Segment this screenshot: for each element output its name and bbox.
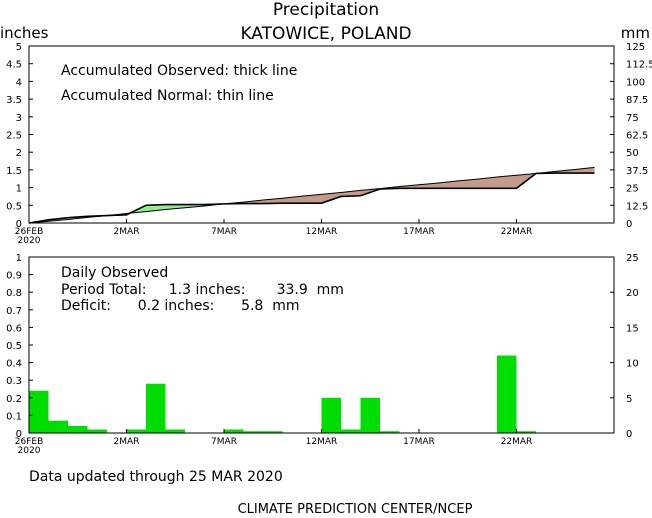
top-y-tick-label-left: 0.5 <box>6 201 22 212</box>
bottom-x-tick-label: 22MAR <box>501 437 533 447</box>
daily-panel: 0 0.1 0.2 0.3 0.4 0.5 0.6 0.7 0.8 0.9 1 0 5 10 15 20 25… <box>6 253 639 456</box>
period-total: Period Total: 1.3 inches: 33.9 mm <box>61 282 344 298</box>
chart-title: Precipitation <box>273 0 379 20</box>
daily-bar <box>516 431 536 433</box>
bottom-y-tick-label-right: 0 <box>626 429 632 440</box>
top-y-tick-label-left: 2.5 <box>6 131 22 142</box>
deficit: Deficit: 0.2 inches: 5.8 mm <box>61 298 300 314</box>
top-x-tick-sublabel: 2020 <box>18 236 41 246</box>
top-y-tick-label-left: 4 <box>16 77 22 88</box>
top-x-tick-label: 17MAR <box>403 227 435 237</box>
daily-bar <box>87 429 107 433</box>
bottom-x-tick-label: 7MAR <box>211 437 237 447</box>
bottom-y-tick-label-left: 0.1 <box>6 411 22 422</box>
top-y-tick-label-right: 62.5 <box>626 131 648 142</box>
top-y-tick-label-right: 125 <box>626 42 645 53</box>
surplus-segment <box>165 204 185 210</box>
daily-bar <box>126 429 146 433</box>
top-y-tick-label-left: 3 <box>16 113 22 124</box>
bottom-y-tick-label-left: 0.8 <box>6 288 22 299</box>
top-y-tick-label-left: 0 <box>16 219 22 230</box>
daily-bar <box>48 420 68 433</box>
daily-bar <box>165 429 185 433</box>
bottom-y-tick-label-left: 0.6 <box>6 323 22 334</box>
accumulated-panel: 0 0.5 1 1.5 2 2.5 3 3.5 4 4.5 5 0 12.5 25 37.5 50 62.5 7… <box>6 42 652 246</box>
daily-bar <box>360 397 380 433</box>
top-y-tick-label-right: 87.5 <box>626 95 648 106</box>
top-y-tick-label-right: 112.5 <box>626 60 652 71</box>
top-y-tick-label-left: 1.5 <box>6 166 22 177</box>
daily-bar <box>224 429 244 433</box>
bottom-x-tick-sublabel: 2020 <box>18 446 41 456</box>
bottom-x-tick-label: 12MAR <box>306 437 338 447</box>
bottom-y-tick-label-right: 20 <box>626 288 639 299</box>
chart-subtitle: KATOWICE, POLAND <box>240 24 411 44</box>
bottom-y-tick-label-left: 0.7 <box>6 306 22 317</box>
top-x-tick-label: 7MAR <box>211 227 237 237</box>
bottom-y-tick-label-left: 0.4 <box>6 359 22 370</box>
unit-label-left: inches <box>0 24 49 42</box>
legend-normal: Accumulated Normal: thin line <box>61 88 274 104</box>
top-y-tick-label-right: 37.5 <box>626 166 648 177</box>
daily-bar <box>29 390 49 433</box>
top-y-axis-right: 0 12.5 25 37.5 50 62.5 75 87.5 100 112.5 125 <box>610 42 652 230</box>
daily-bar <box>68 425 88 433</box>
bottom-y-tick-label-right: 5 <box>626 394 632 405</box>
bottom-y-tick-label-left: 0.5 <box>6 341 22 352</box>
top-x-tick-label: 12MAR <box>306 227 338 237</box>
top-x-tick-label: 2MAR <box>114 227 140 237</box>
bottom-y-tick-label-right: 15 <box>626 323 639 334</box>
top-y-tick-label-right: 0 <box>626 219 632 230</box>
bottom-x-tick-label: 26FEB <box>15 437 44 447</box>
bottom-x-tick-label: 2MAR <box>114 437 140 447</box>
bottom-y-tick-label-left: 0 <box>16 429 22 440</box>
daily-heading: Daily Observed <box>61 265 168 281</box>
top-y-tick-label-left: 2 <box>16 148 22 159</box>
bottom-y-axis-right: 0 5 10 15 20 25 <box>610 253 639 440</box>
legend-observed: Accumulated Observed: thick line <box>61 63 297 79</box>
bottom-y-tick-label-right: 10 <box>626 359 639 370</box>
bottom-y-tick-label-left: 0.3 <box>6 376 22 387</box>
top-y-tick-label-right: 25 <box>626 184 639 195</box>
accumulated-normal-line <box>28 166 595 224</box>
top-x-tick-label: 26FEB <box>15 227 44 237</box>
bottom-x-tick-label: 17MAR <box>403 437 435 447</box>
daily-bar <box>243 431 263 433</box>
top-y-axis-left: 0 0.5 1 1.5 2 2.5 3 3.5 4 4.5 5 <box>6 42 33 230</box>
bottom-y-tick-label-right: 25 <box>626 253 639 264</box>
top-y-tick-label-left: 3.5 <box>6 95 22 106</box>
daily-bars <box>29 355 536 433</box>
bottom-y-axis-left: 0 0.1 0.2 0.3 0.4 0.5 0.6 0.7 0.8 0.9 1 <box>6 253 33 440</box>
unit-label-right: mm <box>621 24 650 42</box>
daily-bar <box>380 431 400 433</box>
top-y-tick-label-left: 5 <box>16 42 22 53</box>
daily-bar <box>321 397 341 433</box>
daily-bar <box>263 431 283 433</box>
daily-bar <box>341 429 361 433</box>
top-y-tick-label-left: 4.5 <box>6 60 22 71</box>
top-y-tick-label-left: 1 <box>16 184 22 195</box>
top-x-tick-label: 22MAR <box>501 227 533 237</box>
accumulated-observed-line <box>28 172 595 224</box>
top-y-tick-label-right: 50 <box>626 148 639 159</box>
daily-bar <box>497 355 517 433</box>
bottom-y-tick-label-left: 1 <box>16 253 22 264</box>
footer-credit: CLIMATE PREDICTION CENTER/NCEP <box>238 502 473 517</box>
bottom-y-tick-label-left: 0.2 <box>6 394 22 405</box>
daily-bar <box>146 383 166 433</box>
top-y-tick-label-right: 75 <box>626 113 639 124</box>
top-y-tick-label-right: 12.5 <box>626 201 648 212</box>
top-y-tick-label-right: 100 <box>626 77 645 88</box>
bottom-y-tick-label-left: 0.9 <box>6 271 22 282</box>
footer-updated: Data updated through 25 MAR 2020 <box>29 469 283 485</box>
